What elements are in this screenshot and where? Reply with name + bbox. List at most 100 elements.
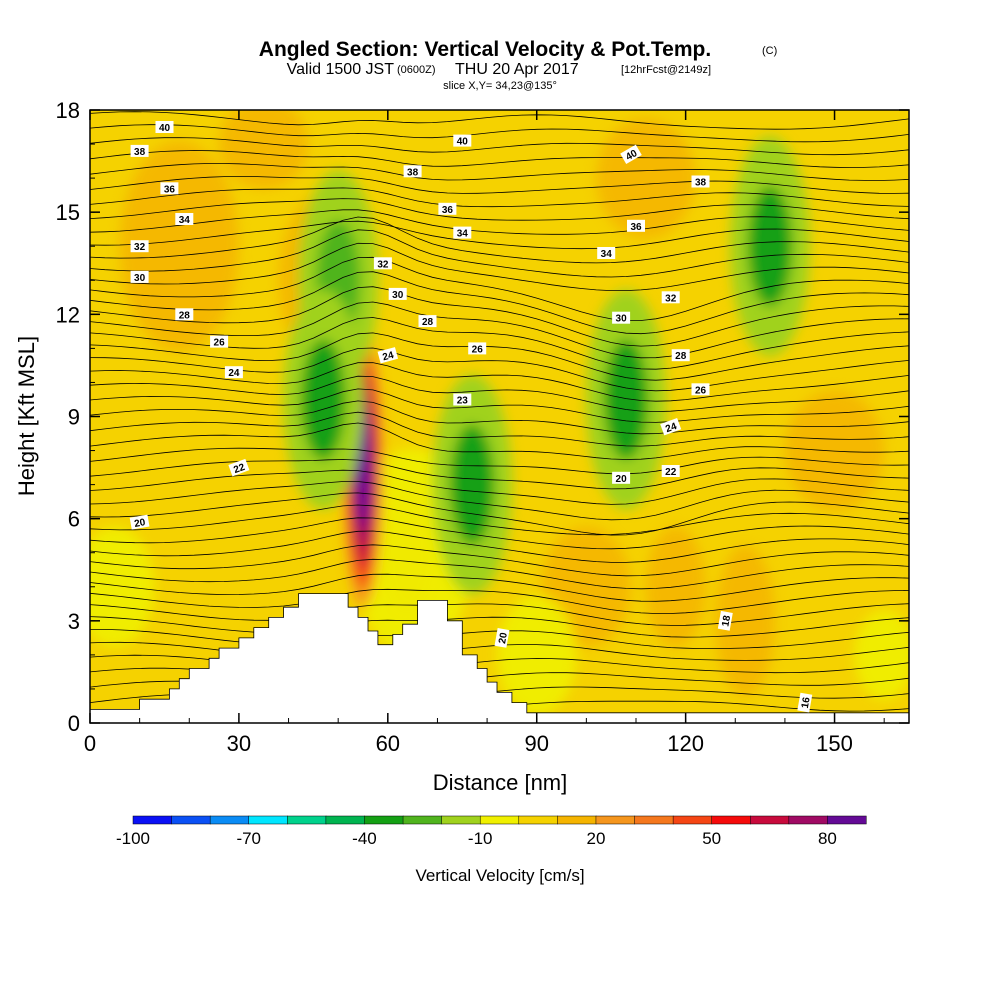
- theta-label-38: 38: [691, 175, 710, 189]
- y-tick-label: 15: [56, 200, 80, 225]
- theta-contour-line: [90, 362, 909, 402]
- region-downdraft-right: [604, 339, 649, 460]
- theta-contour-line: [90, 124, 909, 143]
- theta-label-text: 32: [134, 242, 146, 253]
- theta-label-18: 18: [717, 610, 733, 631]
- theta-label-text: 30: [616, 314, 628, 325]
- theta-label-bg: [175, 308, 194, 321]
- colorbar-tick-label: 80: [818, 829, 837, 848]
- colorbar-swatch: [518, 815, 558, 825]
- region-downdraft-far-right: [748, 186, 793, 307]
- theta-label-32: 32: [130, 240, 149, 253]
- x-axis-label: Distance [nm]: [433, 770, 568, 795]
- theta-label-bg: [797, 692, 813, 713]
- theta-label-24: 24: [224, 366, 243, 379]
- colorbar-swatch: [711, 815, 751, 825]
- theta-label-16: 16: [797, 692, 813, 713]
- theta-label-34: 34: [453, 226, 472, 240]
- theta-contour-line: [90, 492, 909, 536]
- theta-label-bg: [130, 240, 149, 253]
- chart-subtitle: Valid 1500 JST (0600Z) THU 20 Apr 2017 […: [287, 61, 711, 78]
- theta-label-bg: [388, 287, 407, 300]
- y-tick-label: 12: [56, 302, 80, 327]
- colorbar-swatch: [750, 815, 790, 825]
- theta-contour-line: [90, 447, 909, 475]
- theta-contour-line: [90, 459, 909, 490]
- theta-contour-line: [90, 469, 909, 505]
- theta-label-text: 26: [695, 385, 707, 396]
- theta-label-bg: [438, 202, 457, 215]
- theta-contour-line: [90, 198, 909, 221]
- theta-contour-line: [90, 229, 909, 278]
- theta-label-34: 34: [597, 247, 616, 260]
- theta-contour-line: [90, 400, 909, 435]
- theta-label-30: 30: [612, 311, 631, 325]
- warm-band-8: [219, 110, 309, 190]
- title-badge: (C): [762, 45, 777, 57]
- x-tick-label: 90: [524, 731, 548, 756]
- velocity-field: [90, 110, 909, 715]
- theta-label-text: 36: [442, 205, 454, 216]
- region-downdraft-mid: [450, 424, 495, 545]
- theta-contour-line: [90, 616, 909, 638]
- colorbar-swatch: [441, 815, 481, 825]
- theta-label-text: 34: [179, 215, 191, 226]
- colorbar-swatch: [132, 815, 173, 825]
- theta-contour-line: [90, 242, 909, 291]
- theta-label-bg: [373, 257, 392, 270]
- theta-contour-line: [90, 573, 909, 602]
- theta-label-text: 32: [665, 293, 677, 304]
- theta-label-40: 40: [453, 134, 472, 148]
- colorbar-tick-label: 20: [586, 829, 605, 848]
- theta-label-32: 32: [661, 291, 680, 304]
- theta-label-40: 40: [155, 121, 174, 134]
- theta-contour-line: [90, 216, 909, 264]
- theta-contour-line: [90, 603, 909, 626]
- terrain-mask: [90, 593, 909, 723]
- theta-label-38: 38: [130, 144, 149, 158]
- x-axis: 0 30 60 90 120 150: [84, 110, 885, 756]
- theta-label-bg: [210, 335, 229, 348]
- theta-contour-line: [90, 137, 909, 156]
- theta-label-bg: [403, 165, 422, 178]
- theta-contour-line: [90, 388, 909, 423]
- theta-label-text: 32: [377, 259, 389, 270]
- theta-label-text: 20: [497, 631, 510, 644]
- y-tick-label: 9: [68, 405, 80, 430]
- region-downdraft-lower-left: [301, 339, 346, 460]
- theta-label-26: 26: [468, 342, 487, 355]
- theta-label-bg: [130, 144, 149, 157]
- theta-label-bg: [661, 291, 680, 304]
- theta-label-28: 28: [175, 308, 194, 321]
- colorbar-label: Vertical Velocity [cm/s]: [415, 866, 584, 885]
- subtitle-fcst: [12hrFcst@2149z]: [621, 64, 711, 76]
- theta-label-22: 22: [661, 465, 680, 478]
- theta-contour-line: [90, 220, 909, 250]
- theta-label-30: 30: [130, 270, 149, 284]
- theta-label-text: 38: [407, 167, 419, 178]
- theta-label-20: 20: [129, 514, 150, 530]
- theta-label-bg: [494, 627, 510, 648]
- warm-band-6: [784, 390, 885, 511]
- theta-label-24: 24: [377, 347, 399, 363]
- theta-label-36: 36: [627, 219, 645, 233]
- colorbar-swatch: [788, 815, 828, 825]
- theta-label-bg: [717, 610, 733, 631]
- colorbar-tick-label: 50: [702, 829, 721, 848]
- theta-contour-line: [90, 530, 909, 563]
- y-tick-label: 3: [68, 609, 80, 634]
- theta-label-bg: [620, 144, 642, 164]
- theta-label-text: 24: [664, 421, 679, 435]
- theta-label-text: 38: [695, 178, 707, 189]
- theta-label-bg: [627, 219, 645, 232]
- colorbar-swatch: [479, 815, 520, 825]
- colorbar-swatch: [672, 815, 713, 825]
- theta-label-26: 26: [210, 335, 229, 349]
- colorbar-swatch: [364, 815, 404, 825]
- theta-label-bg: [453, 393, 472, 406]
- theta-contour-line: [90, 558, 909, 590]
- colorbar-swatch: [402, 815, 443, 825]
- subtitle-prefix: Valid 1500 JST: [287, 61, 395, 78]
- x-tick-label: 150: [816, 731, 853, 756]
- theta-label-text: 22: [232, 462, 247, 476]
